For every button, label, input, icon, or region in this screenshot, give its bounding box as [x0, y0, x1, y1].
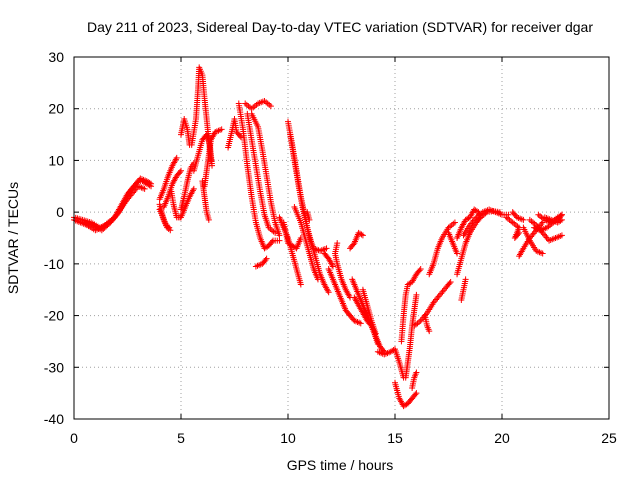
- data-point: [413, 390, 420, 397]
- data-point: [276, 237, 283, 244]
- data-point: [557, 217, 564, 224]
- data-point: [176, 169, 183, 176]
- data-point: [263, 255, 270, 262]
- data-point: [451, 219, 458, 226]
- data-point: [329, 263, 336, 270]
- y-tick-label: 20: [48, 101, 64, 117]
- data-point: [520, 216, 527, 223]
- data-point: [103, 223, 110, 230]
- data-point: [186, 141, 193, 148]
- data-point: [359, 232, 366, 239]
- data-point: [426, 328, 433, 335]
- x-tick-label: 25: [601, 430, 617, 446]
- data-point: [209, 162, 216, 169]
- data-point: [558, 216, 565, 223]
- data-point: [416, 267, 423, 274]
- y-tick-label: 0: [56, 204, 64, 220]
- data-point: [323, 245, 330, 252]
- data-point: [417, 266, 424, 273]
- data-point: [454, 250, 461, 257]
- data-point: [98, 227, 105, 234]
- plot-frame: [73, 56, 610, 420]
- data-point: [447, 278, 454, 285]
- data-point: [190, 185, 197, 192]
- y-tick-label: -20: [44, 308, 64, 324]
- y-axis-label: SDTVAR / TECUs: [5, 182, 21, 294]
- y-tick-label: -30: [44, 359, 64, 375]
- data-point: [372, 330, 379, 337]
- data-point: [173, 154, 180, 161]
- data-point: [539, 250, 546, 257]
- data-point: [350, 241, 357, 248]
- data-point: [357, 320, 364, 327]
- data-point: [127, 192, 134, 199]
- data-point: [558, 211, 565, 218]
- data-point: [314, 276, 321, 283]
- data-point: [276, 232, 283, 239]
- data-point: [462, 276, 469, 283]
- data-point: [105, 220, 112, 227]
- data-point: [262, 256, 269, 263]
- axis-ticks: 0 5 10 15 20 25 -40 -30 -20 -10 0 10 20 30: [44, 49, 617, 446]
- data-point: [268, 238, 275, 245]
- data-point: [297, 281, 304, 288]
- data-point: [167, 227, 174, 234]
- data-point: [306, 216, 313, 223]
- y-tick-label: 30: [48, 49, 64, 65]
- y-tick-label: -10: [44, 256, 64, 272]
- data-point: [148, 180, 155, 187]
- data-point: [446, 280, 453, 287]
- x-tick-label: 20: [494, 430, 510, 446]
- x-tick-label: 5: [177, 430, 185, 446]
- x-axis-label: GPS time / hours: [287, 457, 394, 473]
- data-point: [412, 391, 419, 398]
- data-point: [205, 216, 212, 223]
- x-tick-label: 15: [387, 430, 403, 446]
- data-point: [413, 369, 420, 376]
- data-point: [141, 185, 148, 192]
- data-point: [176, 214, 183, 221]
- data-point: [267, 103, 274, 110]
- x-tick-label: 0: [70, 430, 78, 446]
- data-point: [178, 167, 184, 174]
- data-point: [101, 224, 108, 231]
- data-point: [218, 126, 225, 133]
- y-tick-label: -40: [44, 411, 64, 427]
- chart-title: Day 211 of 2023, Sidereal Day-to-day VTE…: [87, 19, 593, 35]
- data-point: [166, 224, 173, 231]
- data-point: [413, 291, 420, 298]
- data-point: [358, 231, 365, 238]
- data-points: [71, 64, 565, 410]
- data-point: [325, 289, 332, 296]
- data-point: [516, 229, 523, 236]
- data-point: [558, 232, 565, 239]
- data-point: [237, 134, 244, 141]
- data-point: [104, 222, 111, 229]
- data-point: [100, 225, 107, 232]
- data-point: [146, 179, 153, 186]
- x-tick-label: 10: [280, 430, 296, 446]
- data-point: [515, 231, 522, 238]
- y-tick-label: 10: [48, 152, 64, 168]
